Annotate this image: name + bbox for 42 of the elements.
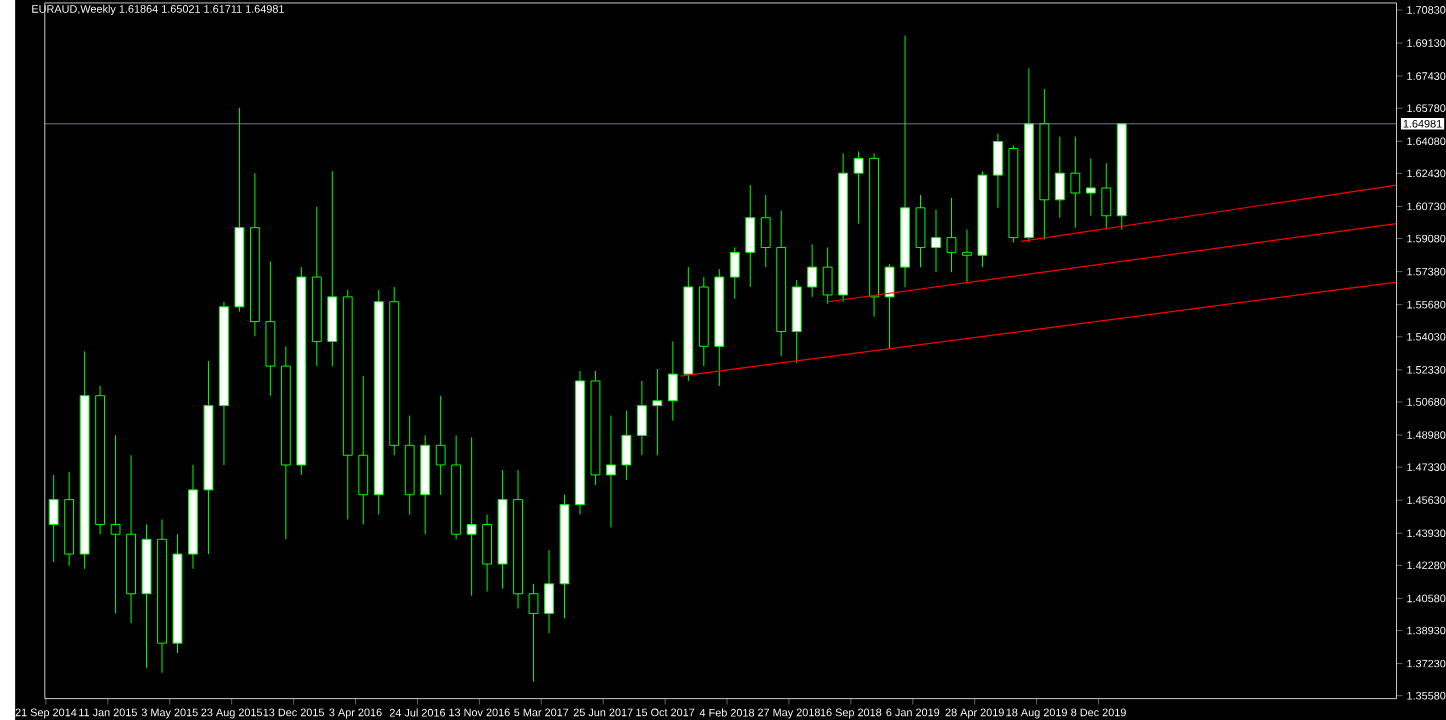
x-tick-label: 23 Aug 2015 [201, 708, 263, 719]
y-tick-label: 1.70830 [1407, 5, 1446, 14]
x-tick-label: 13 Dec 2015 [263, 708, 324, 717]
x-tick-label: 3 Apr 2016 [329, 708, 382, 719]
y-tick-label: 1.69130 [1407, 38, 1446, 47]
y-tick-label: 1.50680 [1407, 397, 1446, 406]
y-tick-label: 1.55680 [1407, 300, 1446, 309]
y-tick-label: 1.60730 [1407, 202, 1446, 211]
x-tick-label: 18 Aug 2019 [1006, 708, 1067, 719]
y-tick-label: 1.45630 [1407, 496, 1446, 504]
y-tick-label: 1.48980 [1407, 430, 1446, 439]
x-tick-label: 3 May 2015 [141, 708, 198, 719]
x-tick-label: 13 Nov 2016 [449, 708, 510, 717]
x-tick-label: 6 Jan 2019 [886, 708, 940, 717]
y-tick-label: 1.38930 [1407, 626, 1446, 635]
y-tick-label: 1.43930 [1407, 529, 1446, 537]
y-tick-label: 1.52330 [1407, 365, 1446, 374]
x-tick-label: 11 Jan 2015 [79, 708, 137, 717]
y-tick-label: 1.59080 [1407, 234, 1446, 243]
y-tick-label: 1.40580 [1407, 594, 1446, 603]
y-tick-label: 1.67430 [1407, 72, 1446, 80]
x-tick-label: 25 Jun 2017 [573, 708, 633, 717]
y-tick-label: 1.65780 [1407, 104, 1446, 112]
chart-title: EURAUD,Weekly 1.61864 1.65021 1.61711 1.64981 [32, 4, 284, 15]
y-tick-label: 1.47330 [1407, 463, 1446, 471]
ref-line-label: 1.64981 [1403, 119, 1442, 128]
y-tick-label: 1.35580 [1407, 691, 1446, 700]
x-tick-label: 24 Jul 2016 [389, 708, 446, 717]
x-tick-label: 28 Apr 2019 [945, 708, 1004, 719]
x-tick-label: 8 Dec 2019 [1071, 708, 1126, 717]
x-tick-label: 27 May 2018 [758, 708, 820, 719]
y-tick-label: 1.42280 [1407, 561, 1446, 570]
y-tick-label: 1.54030 [1407, 332, 1446, 341]
x-tick-label: 16 Sep 2018 [820, 708, 882, 719]
x-tick-label: 5 Mar 2017 [514, 708, 569, 717]
y-tick-label: 1.57380 [1407, 267, 1446, 276]
y-tick-label: 1.37230 [1407, 659, 1446, 668]
x-tick-label: 15 Oct 2017 [636, 708, 695, 717]
y-tick-label: 1.62430 [1407, 169, 1446, 178]
x-tick-label: 21 Sep 2014 [15, 708, 77, 719]
y-tick-label: 1.64080 [1407, 137, 1446, 145]
x-tick-label: 4 Feb 2018 [699, 708, 755, 717]
